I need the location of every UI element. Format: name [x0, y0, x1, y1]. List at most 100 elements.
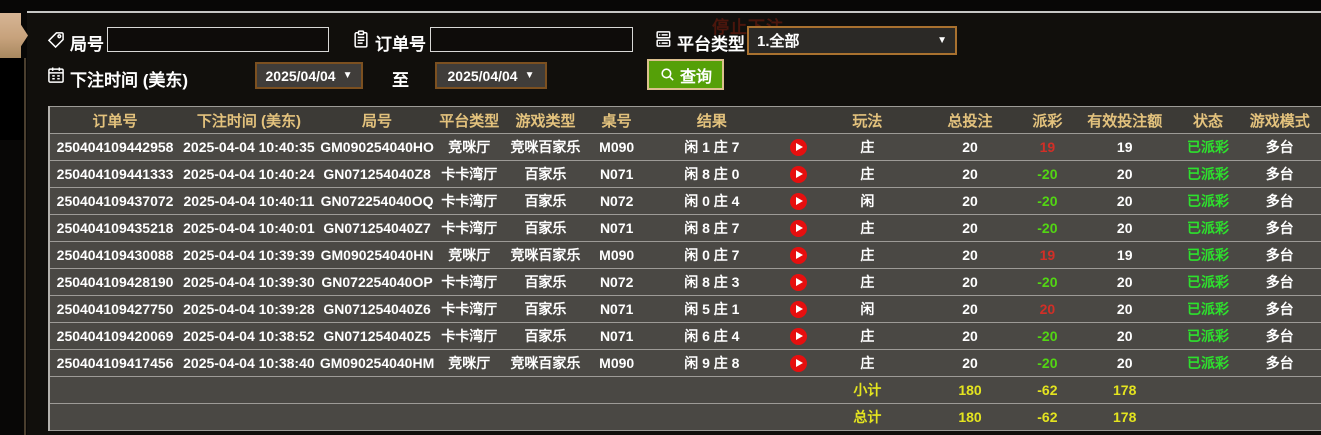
bet_time-cell: 2025-04-04 10:39:28	[180, 295, 318, 323]
table-row: 250404109428190 2025-04-04 10:39:30 GN0722…	[49, 268, 1321, 296]
replay-cell	[779, 187, 818, 215]
chevron-down-icon: ▼	[524, 70, 535, 81]
records-table-wrap: 订单号 下注时间 (美东) 局号 平台类型 游戏类型 桌号 结果 玩法 总投注 派彩 有效投注额 状态…	[48, 106, 1321, 431]
table-row: 250404109435218 2025-04-04 10:40:01 GN0712…	[49, 214, 1321, 242]
payout-cell: 19	[1023, 241, 1072, 269]
table-row: 250404109420069 2025-04-04 10:38:52 GN0712…	[49, 322, 1321, 350]
total_bet-cell: 20	[917, 187, 1023, 215]
play-cell: 庄	[817, 241, 918, 269]
order_no-cell: 250404109441333	[49, 160, 181, 188]
bet_time-cell: 2025-04-04 10:40:24	[180, 160, 318, 188]
calendar-icon	[46, 65, 66, 85]
platform-type-select[interactable]: 1.全部 ▼	[747, 26, 957, 55]
game_type-cell: 百家乐	[502, 322, 589, 350]
play-cell: 庄	[817, 160, 918, 188]
result-cell: 闲 5 庄 1	[644, 295, 780, 323]
sidebar-collapse-handle[interactable]	[0, 13, 28, 58]
tag-icon	[46, 30, 66, 50]
result-cell: 闲 8 庄 3	[644, 268, 780, 296]
replay-video-icon[interactable]	[789, 273, 807, 291]
clipboard-icon	[351, 29, 371, 49]
subtotal-spacer	[49, 376, 818, 404]
replay-video-icon[interactable]	[789, 300, 807, 318]
query-button-label: 查询	[679, 68, 712, 86]
platform-cell: 卡卡湾厅	[436, 160, 503, 188]
platform-cell: 卡卡湾厅	[436, 268, 503, 296]
replay-video-icon[interactable]	[789, 219, 807, 237]
order_no-cell: 250404109442958	[49, 133, 181, 161]
header-round_no: 局号	[317, 106, 437, 134]
payout-cell: -20	[1023, 187, 1072, 215]
table_no-cell: M090	[588, 133, 645, 161]
header-status: 状态	[1177, 106, 1239, 134]
round-no-input[interactable]	[107, 27, 329, 52]
total_bet-cell: 20	[917, 214, 1023, 242]
status-cell: 已派彩	[1177, 187, 1239, 215]
status-cell: 已派彩	[1177, 349, 1239, 377]
game_type-cell: 百家乐	[502, 160, 589, 188]
date-from-select[interactable]: 2025/04/04 ▼	[255, 62, 363, 89]
status-cell: 已派彩	[1177, 295, 1239, 323]
bet_time-cell: 2025-04-04 10:40:01	[180, 214, 318, 242]
total-valid-bet: 178	[1071, 403, 1178, 431]
records-table: 订单号 下注时间 (美东) 局号 平台类型 游戏类型 桌号 结果 玩法 总投注 派彩 有效投注额 状态…	[48, 106, 1321, 431]
game_type-cell: 百家乐	[502, 187, 589, 215]
game_type-cell: 百家乐	[502, 268, 589, 296]
replay-video-icon[interactable]	[789, 192, 807, 210]
replay-cell	[779, 214, 818, 242]
replay-video-icon[interactable]	[789, 327, 807, 345]
round_no-cell: GN072254040OQ	[317, 187, 437, 215]
total_bet-cell: 20	[917, 133, 1023, 161]
round_no-cell: GN071254040Z5	[317, 322, 437, 350]
valid_bet-cell: 20	[1071, 349, 1178, 377]
header-play: 玩法	[817, 106, 918, 134]
replay-video-icon[interactable]	[789, 165, 807, 183]
play-cell: 闲	[817, 187, 918, 215]
chevron-down-icon: ▼	[342, 70, 353, 81]
replay-video-icon[interactable]	[789, 138, 807, 156]
mode-cell: 多台	[1238, 241, 1321, 269]
order-no-label: 订单号	[375, 35, 426, 54]
replay-cell	[779, 322, 818, 350]
payout-cell: -20	[1023, 268, 1072, 296]
date-from-value: 2025/04/04	[265, 67, 336, 84]
mode-cell: 多台	[1238, 349, 1321, 377]
replay-cell	[779, 160, 818, 188]
header-result: 结果	[644, 106, 780, 134]
mode-cell: 多台	[1238, 322, 1321, 350]
round_no-cell: GN071254040Z8	[317, 160, 437, 188]
round_no-cell: GM090254040HO	[317, 133, 437, 161]
query-button[interactable]: 查询	[647, 59, 724, 90]
valid_bet-cell: 20	[1071, 268, 1178, 296]
replay-video-icon[interactable]	[789, 354, 807, 372]
subtotal-total-bet: 180	[917, 376, 1023, 404]
order-no-input[interactable]	[430, 27, 633, 52]
payout-cell: -20	[1023, 214, 1072, 242]
game_type-cell: 百家乐	[502, 295, 589, 323]
subtotal-status-empty	[1177, 376, 1239, 404]
total_bet-cell: 20	[917, 241, 1023, 269]
result-cell: 闲 6 庄 4	[644, 322, 780, 350]
round_no-cell: GN071254040Z7	[317, 214, 437, 242]
status-cell: 已派彩	[1177, 214, 1239, 242]
date-to-separator-label: 至	[392, 71, 409, 90]
bet_time-cell: 2025-04-04 10:38:40	[180, 349, 318, 377]
game_type-cell: 竞咪百家乐	[502, 349, 589, 377]
total-row: 总计 180 -62 178	[49, 403, 1321, 431]
table_no-cell: N071	[588, 295, 645, 323]
mode-cell: 多台	[1238, 133, 1321, 161]
total-status-empty	[1177, 403, 1239, 431]
bet_time-cell: 2025-04-04 10:38:52	[180, 322, 318, 350]
platform-cell: 竞咪厅	[436, 349, 503, 377]
valid_bet-cell: 19	[1071, 241, 1178, 269]
payout-cell: -20	[1023, 322, 1072, 350]
date-to-value: 2025/04/04	[447, 67, 518, 84]
payout-cell: 20	[1023, 295, 1072, 323]
order_no-cell: 250404109428190	[49, 268, 181, 296]
header-replay	[779, 106, 818, 134]
status-cell: 已派彩	[1177, 133, 1239, 161]
bet_time-cell: 2025-04-04 10:40:11	[180, 187, 318, 215]
order_no-cell: 250404109430088	[49, 241, 181, 269]
replay-video-icon[interactable]	[789, 246, 807, 264]
date-to-select[interactable]: 2025/04/04 ▼	[435, 62, 547, 89]
